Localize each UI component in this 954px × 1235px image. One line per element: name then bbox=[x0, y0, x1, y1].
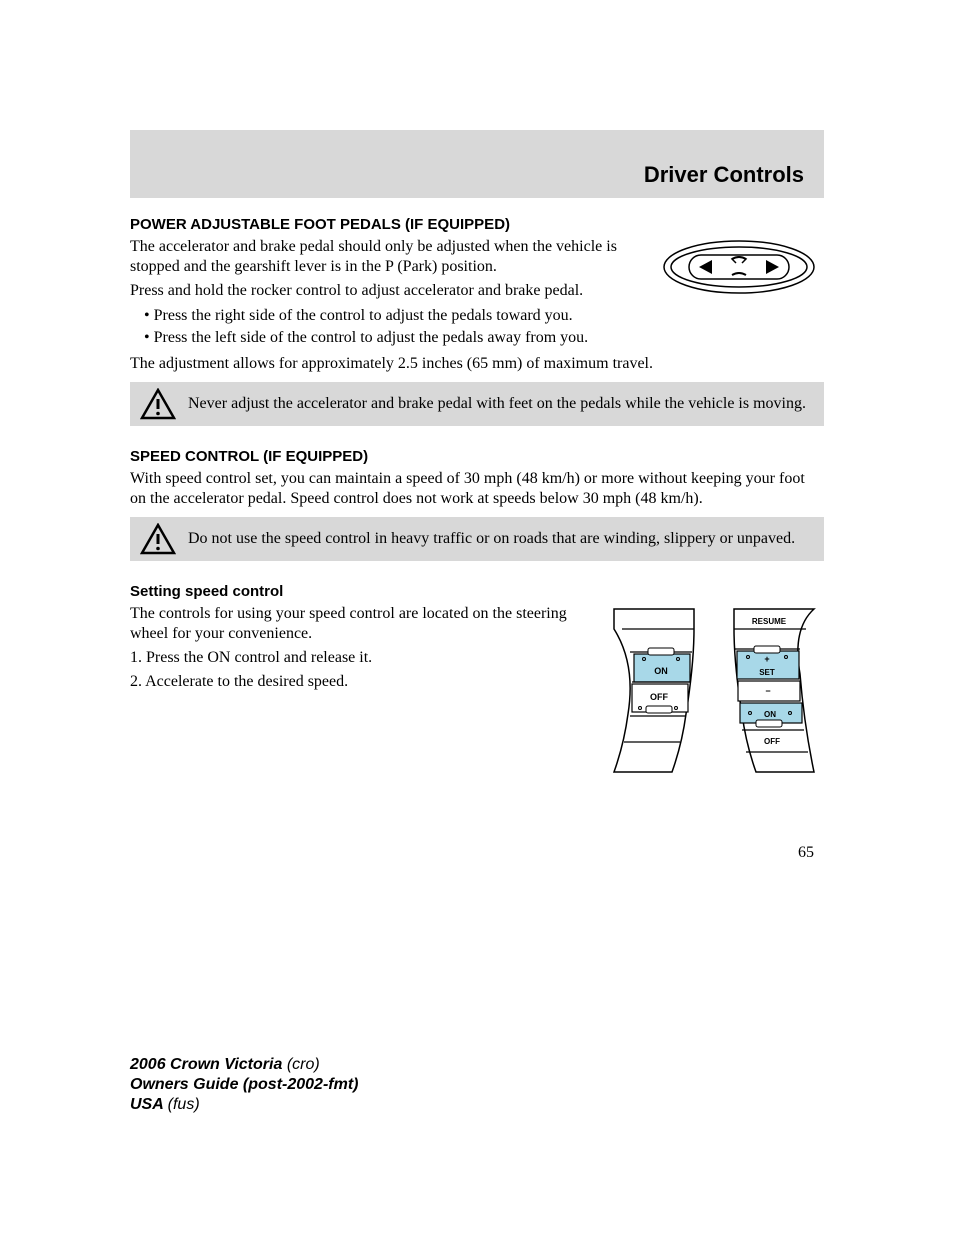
footer-model: 2006 Crown Victoria bbox=[130, 1056, 282, 1073]
label-set: SET bbox=[759, 668, 775, 677]
speed-row: The controls for using your speed contro… bbox=[130, 604, 824, 784]
heading-setting-speed: Setting speed control bbox=[130, 583, 824, 600]
steering-controls-diagram: ON OFF RESUME + SET bbox=[604, 604, 824, 779]
body-para: Press and hold the rocker control to adj… bbox=[130, 281, 634, 301]
label-off: OFF bbox=[764, 737, 780, 746]
footer-line: 2006 Crown Victoria (cro) bbox=[130, 1055, 358, 1075]
heading-speed-control: SPEED CONTROL (IF EQUIPPED) bbox=[130, 448, 824, 465]
label-on: ON bbox=[764, 710, 776, 719]
bullet-item: Press the left side of the control to ad… bbox=[144, 327, 824, 349]
label-minus: − bbox=[765, 686, 770, 696]
warning-text: Do not use the speed control in heavy tr… bbox=[188, 529, 795, 549]
footer-code: (cro) bbox=[287, 1056, 320, 1073]
page-number: 65 bbox=[130, 844, 824, 862]
label-resume: RESUME bbox=[752, 617, 787, 626]
body-para: The controls for using your speed contro… bbox=[130, 604, 584, 644]
footer-code: (fus) bbox=[168, 1096, 200, 1113]
warning-box: Do not use the speed control in heavy tr… bbox=[130, 517, 824, 561]
pedal-rocker-diagram bbox=[654, 237, 824, 297]
page-content: Driver Controls POWER ADJUSTABLE FOOT PE… bbox=[0, 0, 954, 862]
pedal-row: The accelerator and brake pedal should o… bbox=[130, 237, 824, 305]
body-para: The accelerator and brake pedal should o… bbox=[130, 237, 634, 277]
footer-line: USA (fus) bbox=[130, 1095, 358, 1115]
section-header-box: Driver Controls bbox=[130, 130, 824, 198]
bullet-item: Press the right side of the control to a… bbox=[144, 305, 824, 327]
warning-icon bbox=[140, 523, 176, 555]
warning-icon bbox=[140, 388, 176, 420]
warning-box: Never adjust the accelerator and brake p… bbox=[130, 382, 824, 426]
bullet-list: Press the right side of the control to a… bbox=[130, 305, 824, 348]
footer: 2006 Crown Victoria (cro) Owners Guide (… bbox=[130, 1055, 358, 1115]
label-on: ON bbox=[654, 666, 668, 676]
label-plus: + bbox=[764, 654, 769, 664]
footer-region: USA bbox=[130, 1096, 163, 1113]
step-text: 1. Press the ON control and release it. bbox=[130, 648, 584, 668]
footer-line: Owners Guide (post-2002-fmt) bbox=[130, 1075, 358, 1095]
warning-text: Never adjust the accelerator and brake p… bbox=[188, 394, 806, 414]
label-off: OFF bbox=[650, 692, 668, 702]
body-para: With speed control set, you can maintain… bbox=[130, 469, 824, 509]
heading-power-pedals: POWER ADJUSTABLE FOOT PEDALS (IF EQUIPPE… bbox=[130, 216, 824, 233]
section-header-title: Driver Controls bbox=[644, 162, 804, 188]
step-text: 2. Accelerate to the desired speed. bbox=[130, 672, 584, 692]
body-para: The adjustment allows for approximately … bbox=[130, 354, 824, 374]
